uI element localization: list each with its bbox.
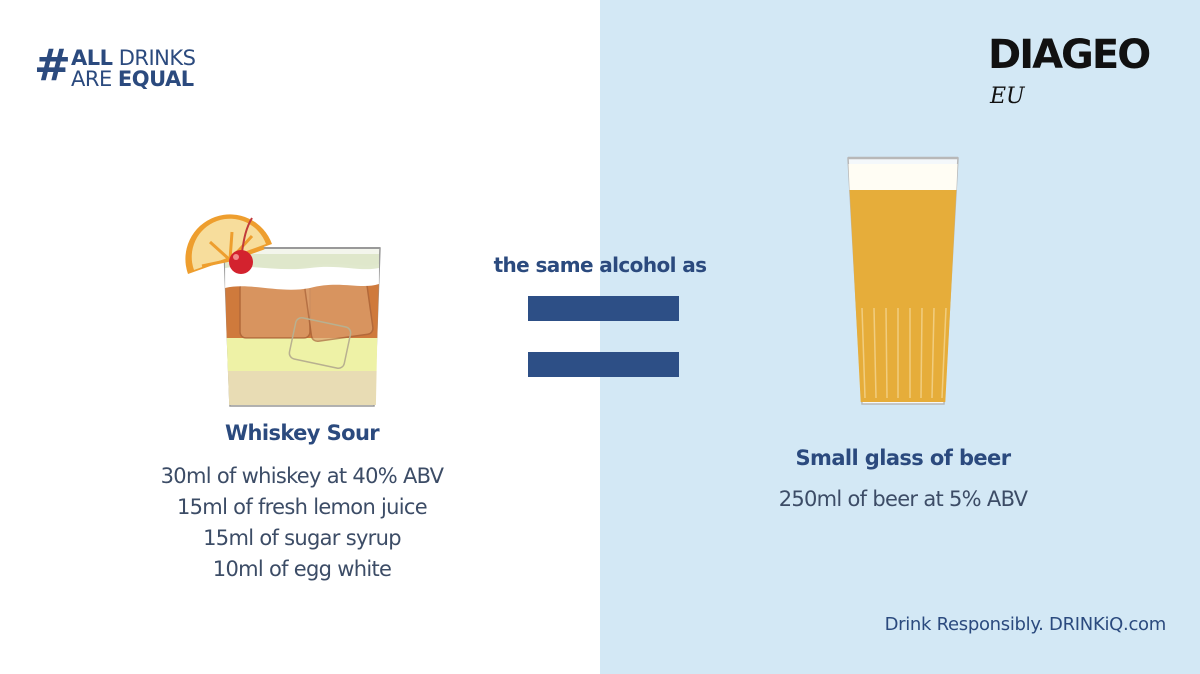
beer-glass-icon (847, 156, 959, 405)
campaign-logo-line2: ARE EQUAL (71, 69, 194, 90)
campaign-word-equal: EQUAL (117, 67, 194, 91)
footer-link[interactable]: Drink Responsibly. DRINKiQ.com (884, 614, 1167, 635)
equals-sign-icon (528, 296, 679, 321)
left-drink-title: Whiskey Sour (224, 421, 380, 445)
ingredient-list: 30ml of whiskey at 40% ABV 15ml of fresh… (120, 461, 484, 585)
orange-slice-icon (185, 214, 272, 274)
campaign-word-all: ALL (71, 46, 113, 70)
list-item: 10ml of egg white (212, 557, 392, 581)
right-drink-title: Small glass of beer (795, 446, 1012, 470)
right-drink-description: 250ml of beer at 5% ABV (778, 487, 1028, 511)
brand-logo: DIAGEO (988, 32, 1151, 78)
list-item: 15ml of sugar syrup (203, 526, 401, 550)
hash-symbol: # (34, 40, 71, 91)
list-item: 30ml of whiskey at 40% ABV (160, 464, 444, 488)
comparison-label: the same alcohol as (493, 253, 707, 277)
equals-sign-bottom-bar (528, 352, 679, 377)
list-item: 15ml of fresh lemon juice (176, 495, 428, 519)
whiskey-sour-glass-icon (185, 214, 381, 407)
campaign-word-drinks: DRINKS (118, 46, 196, 70)
brand-region: EU (990, 84, 1025, 109)
cherry-icon (229, 217, 253, 274)
campaign-logo-line1: ALL DRINKS (71, 46, 196, 70)
campaign-word-are: ARE (71, 67, 112, 91)
